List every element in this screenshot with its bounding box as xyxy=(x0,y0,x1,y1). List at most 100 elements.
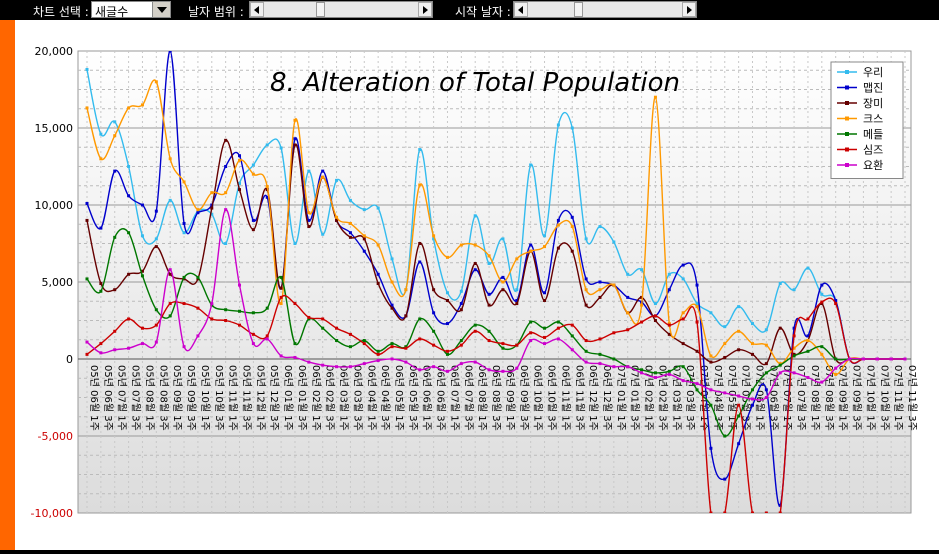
data-point xyxy=(307,360,311,364)
data-point xyxy=(210,302,214,306)
data-point xyxy=(723,477,727,481)
data-point xyxy=(85,352,89,356)
x-tick-label: 07년 11월 1주 xyxy=(892,365,904,431)
data-point xyxy=(251,172,255,176)
x-tick-label: 06년 06월 1주 xyxy=(421,365,433,431)
x-tick-label: 05년 12월 3주 xyxy=(268,365,280,431)
data-point xyxy=(127,272,131,276)
data-point xyxy=(140,326,144,330)
scroll-thumb[interactable] xyxy=(316,2,325,17)
data-point xyxy=(168,198,172,202)
data-point xyxy=(459,339,463,343)
data-point xyxy=(293,355,297,359)
data-point xyxy=(168,302,172,306)
data-point xyxy=(210,212,214,216)
chart-select-dropdown[interactable]: 새글수 xyxy=(91,1,171,19)
data-point xyxy=(667,323,671,327)
data-point xyxy=(376,272,380,276)
y-axis: -10,000 -5,000 0 5,000 10,000 15,000 20,000 xyxy=(31,45,73,520)
series-line-4 xyxy=(86,79,905,376)
data-point xyxy=(293,242,297,245)
data-point xyxy=(778,362,782,366)
data-point xyxy=(764,371,768,375)
data-point xyxy=(445,291,449,295)
x-tick-label: 07년 08월 3주 xyxy=(823,365,835,431)
x-tick-label: 07년 07월 3주 xyxy=(795,365,807,431)
scroll-right-button[interactable] xyxy=(682,2,696,17)
data-point xyxy=(418,242,422,245)
data-point xyxy=(598,362,602,366)
data-point xyxy=(626,328,630,332)
data-point xyxy=(335,215,339,219)
data-point xyxy=(792,354,796,358)
data-point xyxy=(515,343,519,347)
data-point xyxy=(709,403,713,407)
data-point xyxy=(778,503,782,507)
x-tick-label: 06년 06월 3주 xyxy=(435,365,447,431)
chevron-down-icon xyxy=(157,7,167,13)
scroll-left-button[interactable] xyxy=(250,2,264,17)
data-point xyxy=(723,434,727,438)
data-point xyxy=(667,372,671,376)
data-point xyxy=(792,346,796,350)
x-tick-label: 07년 02월 3주 xyxy=(656,365,668,431)
data-point xyxy=(418,183,422,187)
data-point xyxy=(709,388,713,392)
data-point xyxy=(335,365,339,369)
data-point xyxy=(376,282,380,286)
data-point xyxy=(903,357,907,361)
data-point xyxy=(764,328,768,332)
legend-entry: 맵진 xyxy=(863,82,883,95)
data-point xyxy=(279,275,283,279)
data-point xyxy=(140,103,144,107)
legend-swatch-marker xyxy=(845,85,849,90)
data-point xyxy=(875,357,879,361)
legend-swatch-marker xyxy=(845,163,849,167)
data-point xyxy=(750,511,754,513)
data-point xyxy=(196,306,200,310)
data-point xyxy=(154,340,158,344)
data-point xyxy=(737,348,741,352)
data-point xyxy=(709,446,713,450)
x-tick-label: 06년 05월 3주 xyxy=(407,365,419,431)
legend-entry: 메들 xyxy=(863,128,883,141)
data-point xyxy=(251,311,255,315)
scroll-left-button[interactable] xyxy=(514,2,528,17)
data-point xyxy=(113,120,117,124)
x-tick-label: 05년 11월 1주 xyxy=(227,365,239,431)
data-point xyxy=(279,302,283,306)
data-point xyxy=(543,335,547,339)
scroll-thumb[interactable] xyxy=(574,2,583,17)
data-point xyxy=(723,342,727,346)
data-point xyxy=(251,228,255,232)
data-point xyxy=(376,359,380,363)
start-date-scrollbar[interactable] xyxy=(513,1,697,18)
data-point xyxy=(598,352,602,356)
data-point xyxy=(182,345,186,349)
data-point xyxy=(362,237,366,241)
data-point xyxy=(418,260,422,264)
chart-select-label: 차트 선택 : xyxy=(33,5,89,19)
data-point xyxy=(764,343,768,347)
data-point xyxy=(182,302,186,306)
arrow-left-icon xyxy=(254,6,259,14)
dropdown-button[interactable] xyxy=(152,2,170,17)
legend-box xyxy=(830,61,904,179)
data-point xyxy=(681,263,685,267)
data-point xyxy=(238,188,242,192)
data-point xyxy=(737,305,741,309)
data-point xyxy=(515,302,519,306)
x-tick-label: 07년 04월 3주 xyxy=(712,365,724,431)
date-range-scrollbar[interactable] xyxy=(249,1,433,18)
data-point xyxy=(251,342,255,346)
x-tick-label: 07년 10월 3주 xyxy=(878,365,890,431)
chart-area: -10,000 -5,000 0 5,000 10,000 15,000 20,000 05… xyxy=(15,20,939,550)
data-point xyxy=(709,354,713,358)
data-point xyxy=(265,185,269,189)
data-point xyxy=(279,146,283,150)
data-point xyxy=(626,295,630,299)
data-point xyxy=(792,326,796,330)
scroll-right-button[interactable] xyxy=(418,2,432,17)
data-point xyxy=(723,355,727,359)
